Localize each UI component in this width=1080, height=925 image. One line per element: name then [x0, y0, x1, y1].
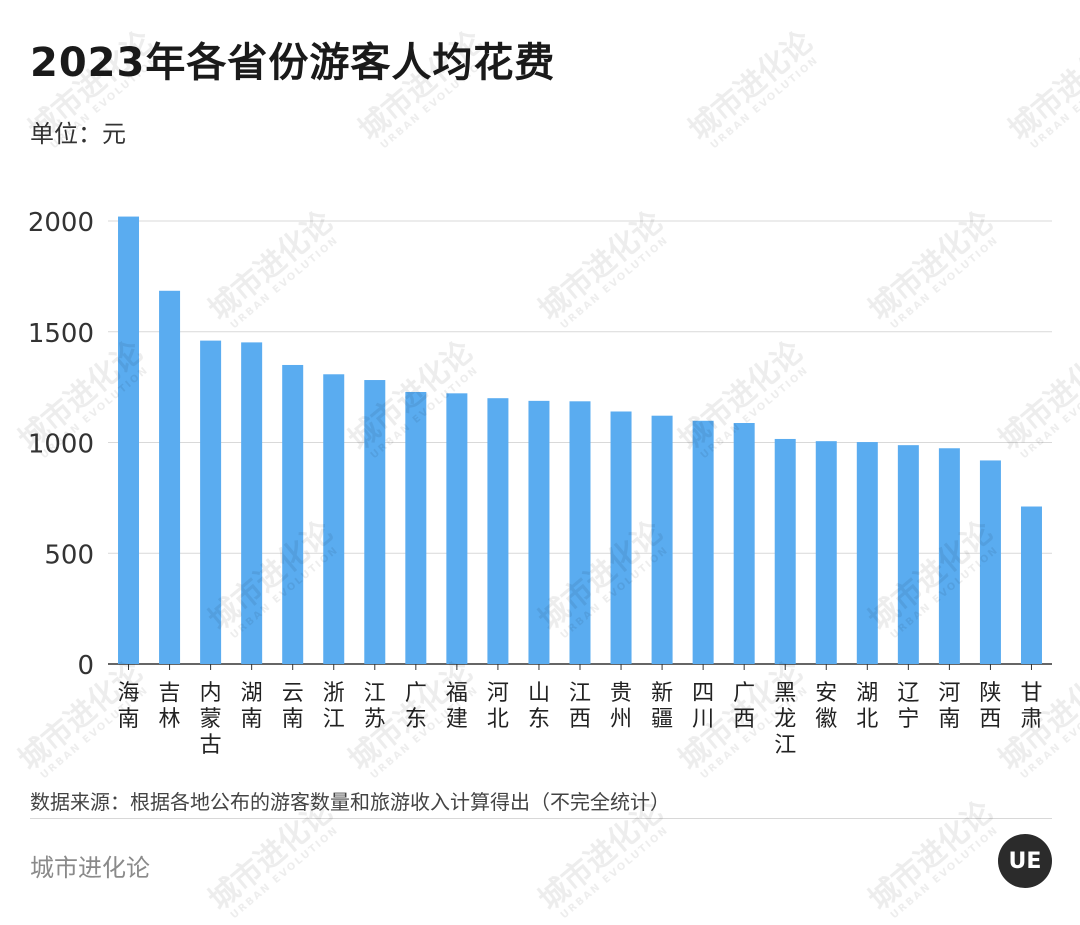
bar-chart: 0 500 1000 1500 2000 海南吉林内蒙古湖南云南浙江江苏广东福建河北山东江…: [28, 208, 1052, 758]
x-tick-label: 山东: [528, 681, 550, 732]
bar: [651, 415, 673, 664]
bar: [282, 364, 304, 664]
y-tick-label: 2000: [28, 208, 94, 238]
x-tick-label: 河南: [938, 681, 960, 732]
footer-divider: [30, 818, 1052, 819]
x-tick-label: 贵州: [610, 681, 632, 732]
bar: [241, 342, 263, 664]
bar: [487, 398, 509, 664]
bar: [569, 401, 591, 664]
bar: [405, 391, 427, 664]
bar: [323, 374, 345, 664]
x-tick-label: 福建: [446, 681, 468, 732]
x-tick-label: 江西: [569, 681, 591, 732]
x-tick-label: 辽宁: [897, 681, 919, 732]
x-tick-label: 浙江: [323, 681, 345, 732]
x-tick-label: 湖北: [856, 681, 878, 732]
x-tick-label: 安徽: [815, 681, 837, 732]
y-tick-label: 1000: [28, 430, 94, 460]
brand-logo-icon: UE: [998, 834, 1052, 888]
x-tick-label: 吉林: [159, 681, 181, 732]
bar: [446, 393, 468, 664]
x-tick-label: 河北: [487, 681, 509, 732]
bar: [774, 438, 796, 664]
bar: [692, 420, 714, 664]
bar: [200, 340, 222, 664]
unit-label: 单位：元: [30, 120, 126, 148]
x-tick-label: 新疆: [651, 681, 673, 732]
y-tick-label: 500: [44, 540, 94, 570]
y-tick-label: 0: [77, 651, 94, 681]
chart-title: 2023年各省份游客人均花费: [30, 40, 556, 86]
bar: [815, 441, 837, 664]
bar: [856, 442, 878, 664]
x-tick-label: 黑龙江: [774, 681, 796, 758]
x-tick-label: 江苏: [364, 681, 386, 732]
bar: [528, 400, 550, 664]
x-tick-label: 甘肃: [1020, 681, 1042, 732]
bar: [938, 448, 960, 664]
x-tick-label: 四川: [692, 681, 714, 732]
x-tick-label: 湖南: [241, 681, 263, 732]
x-tick-label: 海南: [118, 681, 140, 732]
bar: [364, 380, 386, 664]
data-source-note: 数据来源：根据各地公布的游客数量和旅游收入计算得出（不完全统计）: [30, 790, 670, 814]
bar: [1020, 506, 1042, 664]
bar: [897, 445, 919, 664]
x-tick-label: 广东: [405, 681, 427, 732]
x-tick-label: 内蒙古: [200, 681, 222, 758]
x-tick-label: 广西: [733, 681, 755, 732]
bar: [610, 411, 632, 664]
bar: [733, 423, 755, 664]
bar: [118, 216, 140, 664]
x-tick-label: 云南: [282, 681, 304, 732]
bar: [979, 460, 1001, 664]
brand-name: 城市进化论: [30, 854, 150, 882]
x-tick-label: 陕西: [979, 681, 1001, 732]
bar: [159, 290, 181, 664]
y-tick-label: 1500: [28, 319, 94, 349]
